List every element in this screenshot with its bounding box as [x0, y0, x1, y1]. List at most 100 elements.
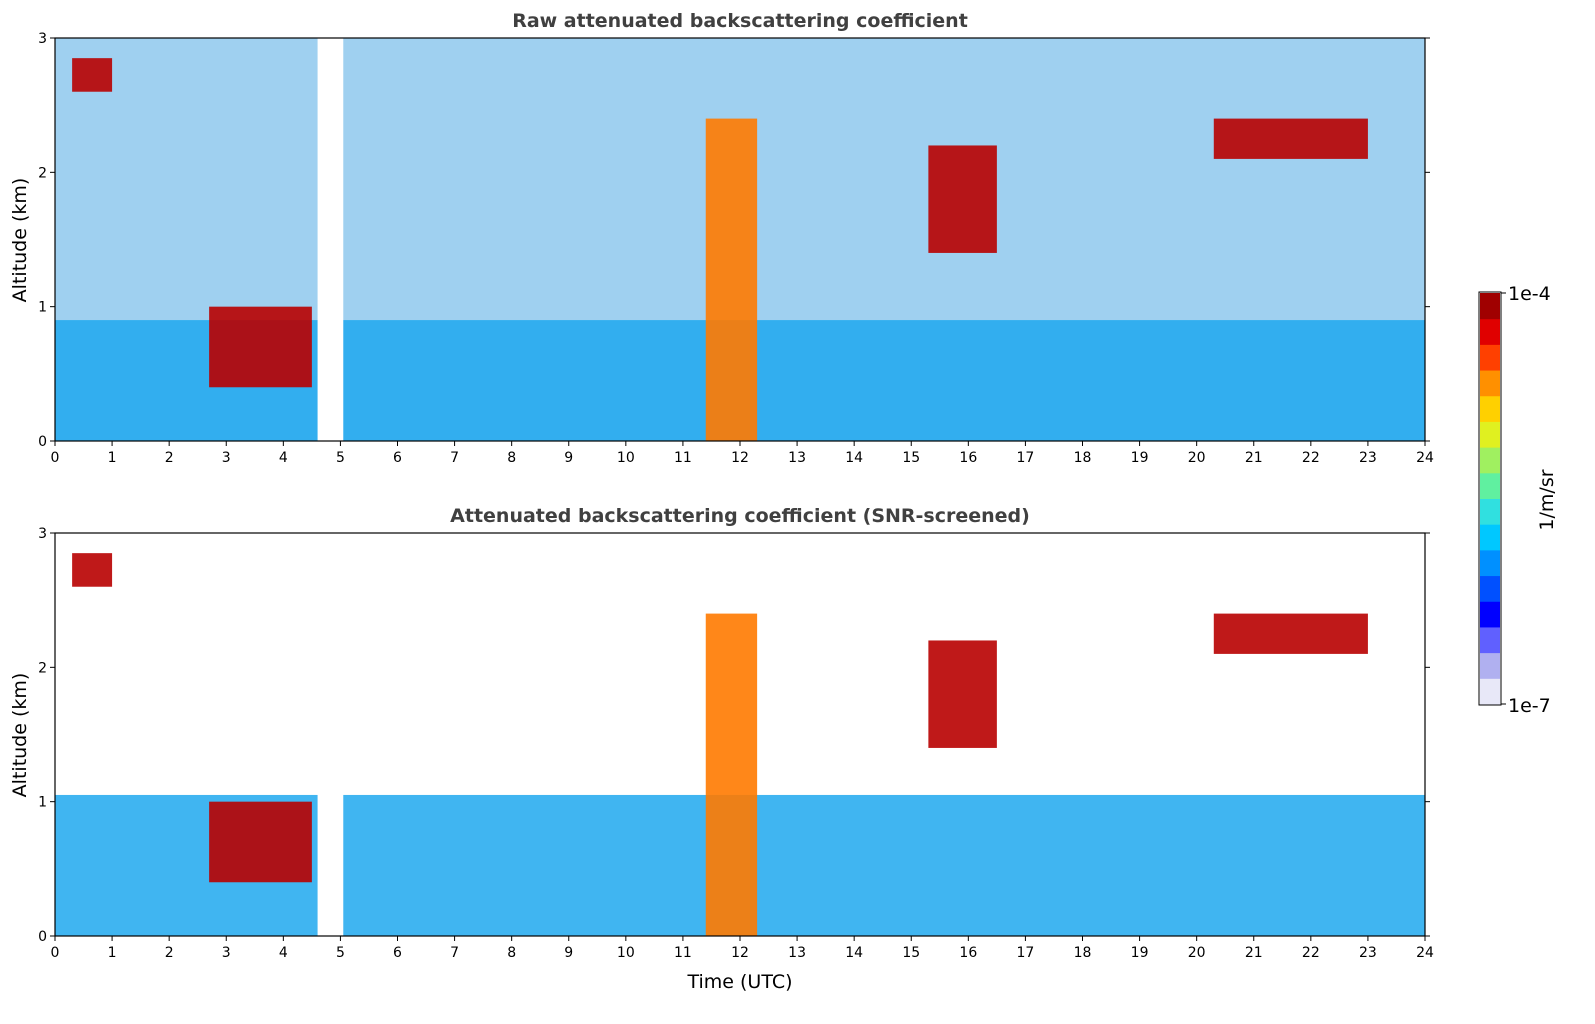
colorbar-frame	[1478, 291, 1502, 706]
layer-cloud	[928, 640, 997, 748]
colorbar-steps	[1480, 293, 1500, 705]
chart-title: Attenuated backscattering coefficient (S…	[450, 505, 1030, 527]
x-tick-label: 15	[902, 450, 920, 466]
raw-backscatter-panel: Raw attenuated backscattering coefficien…	[9, 10, 1434, 466]
chart-title: Raw attenuated backscattering coefficien…	[512, 10, 968, 32]
x-tick-label: 17	[1017, 450, 1035, 466]
colorbar: 1e-4 1e-7 1/m/sr	[1478, 283, 1558, 717]
snr-screened-panel: Attenuated backscattering coefficient (S…	[9, 505, 1434, 993]
x-tick-label: 4	[279, 945, 288, 961]
colorbar-step	[1480, 318, 1500, 345]
colorbar-unit-label: 1/m/sr	[1536, 469, 1558, 530]
x-tick-label: 23	[1359, 450, 1377, 466]
x-tick-label: 16	[959, 945, 977, 961]
x-tick-label: 8	[507, 945, 516, 961]
x-axis-label: Time (UTC)	[686, 971, 792, 993]
heatmap-layers	[55, 533, 1425, 936]
x-tick-label: 22	[1302, 945, 1320, 961]
x-tick-label: 15	[902, 945, 920, 961]
x-tick-label: 1	[108, 450, 117, 466]
x-tick-label: 5	[336, 945, 345, 961]
x-tick-label: 10	[617, 450, 635, 466]
y-axis-label: Altitude (km)	[9, 178, 31, 303]
layer-cloud	[1213, 118, 1368, 159]
y-axis-label: Altitude (km)	[9, 673, 31, 798]
y-tick-label: 0	[38, 434, 47, 450]
y-tick-label: 3	[38, 31, 47, 47]
layer-cloud	[1213, 613, 1368, 654]
colorbar-step	[1480, 524, 1500, 551]
x-tick-label: 17	[1017, 945, 1035, 961]
x-tick-label: 20	[1188, 450, 1206, 466]
colorbar-step	[1480, 472, 1500, 499]
x-tick-label: 10	[617, 945, 635, 961]
x-tick-label: 7	[450, 450, 459, 466]
y-tick-label: 2	[38, 165, 47, 181]
x-tick-label: 6	[393, 945, 402, 961]
layer-cloud	[209, 801, 312, 883]
x-tick-label: 13	[788, 945, 806, 961]
y-axis-ticks: 0 1 2 3	[38, 526, 1430, 945]
colorbar-step	[1480, 395, 1500, 422]
x-tick-label: 16	[959, 450, 977, 466]
colorbar-step	[1480, 652, 1500, 679]
x-tick-label: 24	[1416, 450, 1434, 466]
y-axis-ticks: 0 1 2 3	[38, 31, 1430, 450]
x-tick-label: 7	[450, 945, 459, 961]
layer-cloud	[209, 306, 312, 388]
x-tick-label: 0	[51, 450, 60, 466]
y-tick-label: 0	[38, 929, 47, 945]
x-tick-label: 18	[1074, 945, 1092, 961]
x-tick-label: 13	[788, 450, 806, 466]
colorbar-step	[1480, 678, 1500, 705]
colorbar-step	[1480, 344, 1500, 371]
colorbar-step	[1480, 575, 1500, 602]
colorbar-step	[1480, 498, 1500, 525]
x-tick-label: 19	[1131, 945, 1149, 961]
y-tick-label: 2	[38, 660, 47, 676]
layer-cloud	[72, 553, 113, 587]
colorbar-step	[1480, 447, 1500, 474]
y-tick-label: 1	[38, 795, 47, 811]
x-tick-label: 20	[1188, 945, 1206, 961]
x-tick-label: 14	[845, 945, 863, 961]
x-tick-label: 12	[731, 450, 749, 466]
x-tick-label: 3	[222, 450, 231, 466]
x-tick-label: 5	[336, 450, 345, 466]
x-tick-label: 9	[564, 945, 573, 961]
colorbar-step	[1480, 421, 1500, 448]
colorbar-step	[1480, 370, 1500, 397]
x-tick-label: 14	[845, 450, 863, 466]
y-tick-label: 1	[38, 300, 47, 316]
x-tick-label: 18	[1074, 450, 1092, 466]
layer-cloud	[72, 58, 113, 92]
x-tick-label: 22	[1302, 450, 1320, 466]
x-tick-label: 4	[279, 450, 288, 466]
colorbar-step	[1480, 549, 1500, 577]
x-tick-label: 2	[165, 945, 174, 961]
x-tick-label: 3	[222, 945, 231, 961]
x-tick-label: 8	[507, 450, 516, 466]
x-tick-label: 21	[1245, 450, 1263, 466]
x-tick-label: 11	[674, 945, 692, 961]
colorbar-max-label: 1e-4	[1508, 283, 1551, 305]
x-tick-label: 2	[165, 450, 174, 466]
x-tick-label: 9	[564, 450, 573, 466]
layer-precipitation	[705, 118, 758, 441]
y-tick-label: 3	[38, 526, 47, 542]
colorbar-step	[1480, 293, 1500, 320]
x-axis-ticks: 0 1 2 3 4 5 6 7 8 9 10 11 12 13 14 15 16 17 18 19 20 21 22 23 24	[51, 441, 1434, 466]
x-tick-label: 24	[1416, 945, 1434, 961]
layer-precipitation	[705, 613, 758, 936]
x-tick-label: 1	[108, 945, 117, 961]
x-axis-ticks: 0 1 2 3 4 5 6 7 8 9 10 11 12 13 14 15 16 17 18 19 20 21 22 23 24	[51, 936, 1434, 961]
colorbar-min-label: 1e-7	[1508, 695, 1551, 717]
colorbar-step	[1480, 626, 1500, 654]
x-tick-label: 12	[731, 945, 749, 961]
x-tick-label: 6	[393, 450, 402, 466]
x-tick-label: 19	[1131, 450, 1149, 466]
layer-cloud	[928, 145, 997, 253]
x-tick-label: 0	[51, 945, 60, 961]
data-gap	[317, 533, 344, 936]
